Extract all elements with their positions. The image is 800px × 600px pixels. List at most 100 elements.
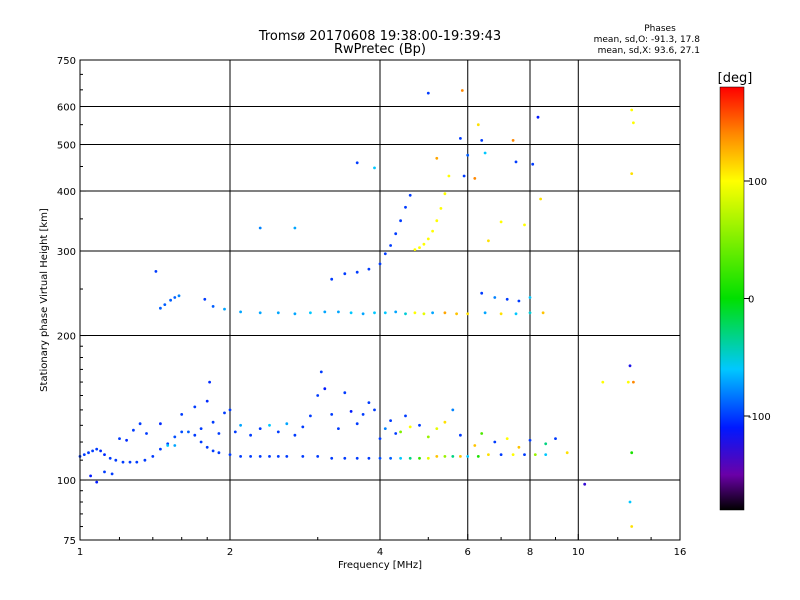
colorbar-label: [deg] (718, 71, 753, 86)
y-axis-label: Stationary phase Virtual Height [km] (39, 208, 50, 392)
data-point (404, 312, 407, 316)
x-tick-label: 8 (527, 547, 533, 558)
data-point (125, 438, 128, 442)
data-point (378, 456, 382, 460)
data-point (367, 267, 371, 271)
data-point (383, 311, 387, 315)
data-point (361, 312, 365, 316)
data-point (499, 220, 503, 224)
data-point (349, 410, 353, 413)
data-point (319, 370, 323, 374)
data-point (373, 166, 376, 170)
data-point (355, 270, 359, 274)
data-point (443, 420, 447, 424)
data-point (378, 437, 382, 440)
data-point (217, 451, 221, 455)
data-point (373, 311, 376, 315)
data-point (480, 139, 484, 142)
data-point (404, 414, 407, 418)
y-tick-label: 200 (57, 332, 76, 343)
data-point (367, 401, 371, 404)
data-point (330, 277, 334, 281)
data-point (523, 223, 526, 227)
data-point (285, 455, 289, 458)
data-point (187, 430, 190, 434)
x-tick-label: 2 (227, 547, 233, 558)
data-point (473, 444, 477, 447)
data-point (159, 447, 162, 451)
data-point (343, 391, 347, 395)
data-point (531, 162, 535, 166)
data-point (480, 291, 484, 295)
data-point (533, 453, 537, 456)
data-point (630, 108, 634, 112)
y-tick-label: 75 (63, 536, 76, 547)
data-point (389, 456, 392, 460)
data-point (418, 423, 421, 427)
data-point (459, 137, 462, 140)
data-point (143, 458, 147, 462)
x-tick-label: 16 (674, 547, 687, 558)
data-point (163, 303, 167, 306)
data-point (426, 435, 430, 439)
data-point (443, 311, 447, 315)
data-point (145, 432, 148, 435)
data-point (499, 312, 503, 316)
data-point (493, 440, 497, 444)
y-tick-label: 600 (57, 103, 76, 114)
x-axis: 1 2 4 6 8 10 16 (77, 534, 687, 558)
data-point (435, 219, 439, 223)
data-point (554, 437, 557, 440)
x-axis-label: Frequency [MHz] (338, 560, 422, 571)
data-point (180, 413, 184, 416)
data-point (276, 311, 280, 315)
data-point (583, 482, 587, 486)
data-point (443, 455, 447, 458)
data-point (383, 252, 387, 256)
data-point (431, 229, 434, 233)
data-point (476, 123, 480, 127)
data-point (95, 447, 99, 451)
data-point (426, 456, 430, 460)
data-point (151, 455, 155, 458)
data-points (78, 89, 635, 528)
colorbar-tick-label: 0 (748, 295, 754, 306)
legend-line-x: mean, sd,X: 93.6, 27.1 (598, 46, 700, 56)
data-point (239, 310, 243, 314)
data-point (211, 449, 215, 453)
data-point (499, 453, 503, 456)
data-point (505, 437, 509, 440)
data-point (528, 311, 532, 315)
x-tick-label: 10 (572, 547, 585, 558)
data-point (173, 296, 177, 299)
y-tick-label: 500 (57, 141, 76, 152)
data-point (408, 456, 412, 460)
data-point (103, 470, 106, 474)
data-point (511, 453, 515, 456)
data-point (483, 151, 487, 155)
data-point (217, 432, 221, 435)
data-point (276, 430, 280, 434)
data-point (378, 262, 382, 266)
data-point (258, 427, 262, 430)
data-point (418, 456, 421, 460)
data-point (630, 525, 634, 528)
data-point (505, 297, 509, 301)
data-point (276, 455, 280, 458)
data-point (399, 456, 402, 460)
data-point (249, 455, 253, 458)
y-tick-label: 300 (57, 247, 76, 258)
data-point (330, 456, 334, 460)
data-point (205, 445, 209, 449)
data-point (293, 226, 297, 230)
data-point (110, 472, 114, 476)
data-point (389, 419, 392, 422)
data-point (349, 311, 353, 315)
data-point (399, 430, 402, 434)
data-point (632, 121, 635, 125)
data-point (426, 237, 430, 241)
data-point (211, 305, 215, 308)
data-point (404, 205, 407, 209)
data-point (628, 500, 632, 504)
